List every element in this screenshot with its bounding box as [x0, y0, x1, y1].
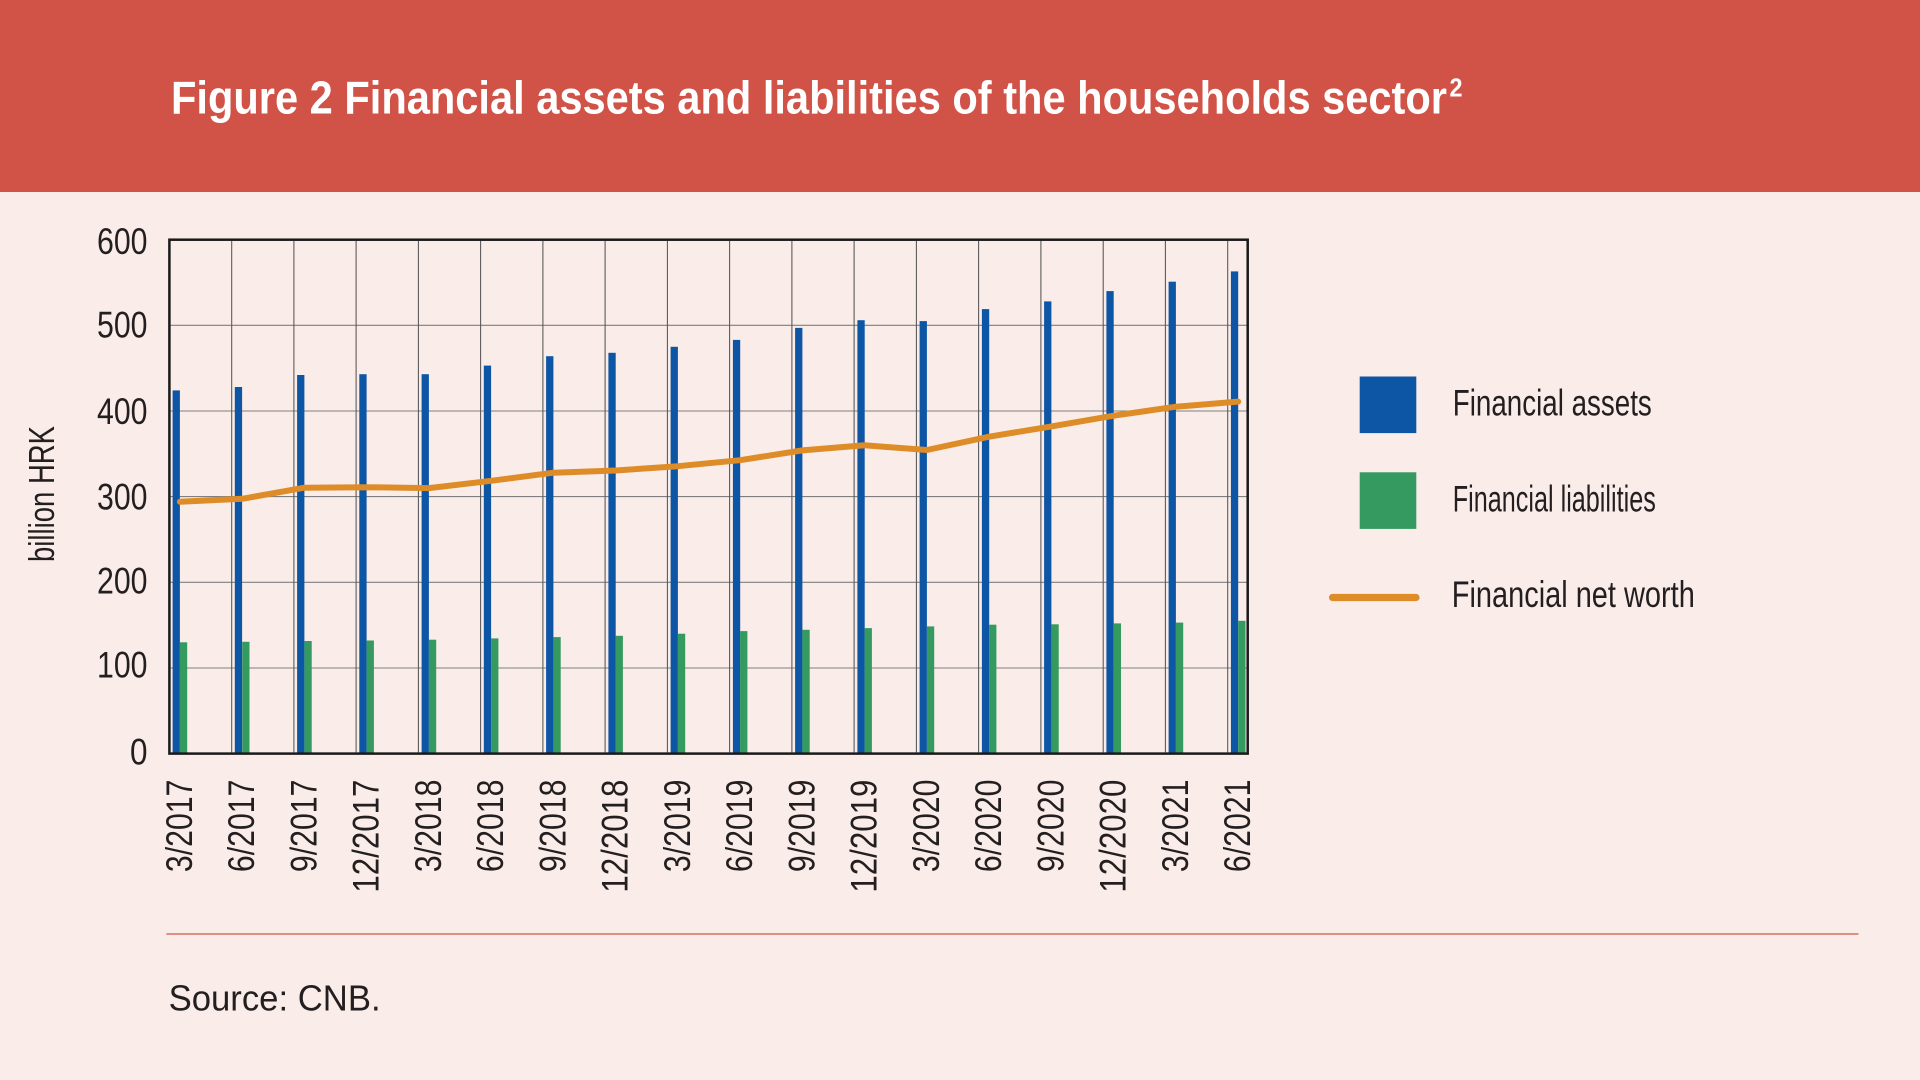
- svg-text:500: 500: [97, 305, 148, 346]
- svg-text:2: 2: [1450, 75, 1463, 103]
- svg-text:3/2020: 3/2020: [906, 780, 947, 873]
- svg-text:3/2017: 3/2017: [159, 780, 200, 873]
- svg-text:3/2021: 3/2021: [1155, 780, 1196, 873]
- svg-text:6/2018: 6/2018: [470, 780, 511, 873]
- svg-text:12/2020: 12/2020: [1093, 780, 1134, 893]
- svg-text:6/2020: 6/2020: [968, 780, 1009, 873]
- svg-text:12/2019: 12/2019: [844, 780, 885, 893]
- svg-text:0: 0: [130, 732, 148, 773]
- svg-text:9/2019: 9/2019: [781, 780, 822, 873]
- svg-text:3/2019: 3/2019: [657, 780, 698, 873]
- svg-text:Financial net worth: Financial net worth: [1452, 574, 1695, 615]
- svg-text:400: 400: [97, 391, 148, 432]
- svg-text:12/2018: 12/2018: [595, 780, 636, 893]
- svg-text:12/2017: 12/2017: [346, 780, 387, 893]
- svg-text:6/2017: 6/2017: [221, 780, 262, 873]
- svg-text:9/2017: 9/2017: [283, 780, 324, 873]
- svg-text:600: 600: [97, 221, 148, 262]
- svg-text:6/2019: 6/2019: [719, 780, 760, 873]
- svg-text:9/2020: 9/2020: [1030, 780, 1071, 873]
- svg-text:6/2021: 6/2021: [1217, 780, 1258, 873]
- svg-text:200: 200: [97, 560, 148, 601]
- svg-text:Source: CNB.: Source: CNB.: [169, 978, 381, 1019]
- svg-text:3/2018: 3/2018: [408, 780, 449, 873]
- svg-text:100: 100: [97, 644, 148, 685]
- svg-text:Financial assets: Financial assets: [1453, 383, 1652, 424]
- svg-text:Financial liabilities: Financial liabilities: [1453, 479, 1656, 520]
- svg-text:9/2018: 9/2018: [532, 780, 573, 873]
- svg-text:Figure 2 Financial assets and: Figure 2 Financial assets and liabilitie…: [171, 71, 1447, 123]
- svg-text:300: 300: [97, 476, 148, 517]
- svg-text:billion HRK: billion HRK: [21, 426, 62, 562]
